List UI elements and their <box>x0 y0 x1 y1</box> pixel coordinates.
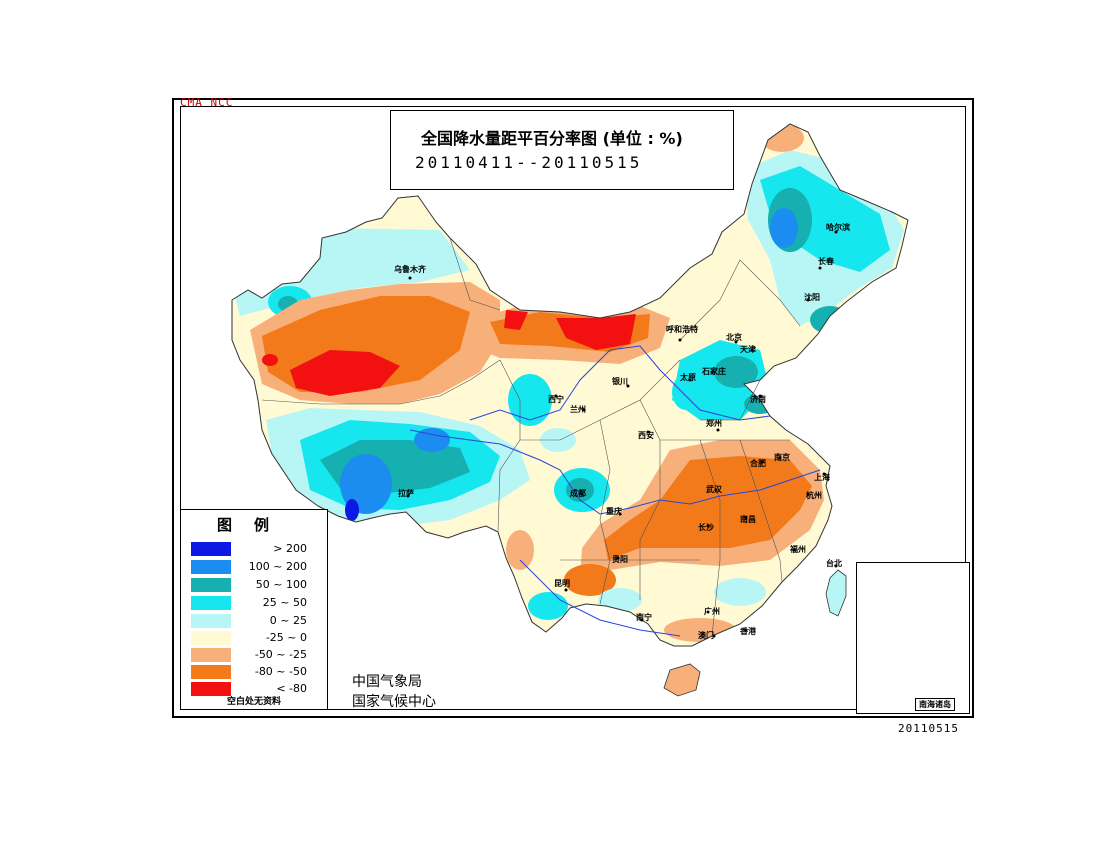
city-lhasa: 拉萨 <box>398 488 414 498</box>
city-changsha: 长沙 <box>698 522 714 532</box>
city-nanchang: 南昌 <box>740 514 756 524</box>
city-layer: 乌鲁木齐 呼和浩特 哈尔滨 长春 沈阳 北京 天津 太原 石家庄 济南 银川 西… <box>394 222 850 680</box>
inset-label: 南海诸岛 <box>915 698 955 711</box>
city-chongqing: 重庆 <box>606 506 622 516</box>
legend-label: -50 ~ -25 <box>254 648 307 661</box>
city-shanghai: 上海 <box>814 472 830 482</box>
south-china-sea-inset: 南海诸岛 <box>856 562 970 714</box>
legend-item: 25 ~ 50 <box>191 596 321 612</box>
city-xining: 西宁 <box>548 394 564 404</box>
title-box: 全国降水量距平百分率图 (单位 : %) 20110411--20110515 <box>390 110 734 190</box>
city-lanzhou: 兰州 <box>570 404 586 414</box>
legend-item: -50 ~ -25 <box>191 648 321 664</box>
legend-item: -25 ~ 0 <box>191 631 321 647</box>
taiwan-island <box>825 569 847 617</box>
city-kunming: 昆明 <box>554 578 570 588</box>
legend-swatch <box>191 631 231 645</box>
legend-swatch <box>191 578 231 592</box>
legend-label: -80 ~ -50 <box>254 665 307 678</box>
map-inner-border <box>180 106 966 710</box>
city-harbin: 哈尔滨 <box>826 222 850 232</box>
agency-line-1: 中国气象局 <box>352 674 422 690</box>
date-stamp: 20110515 <box>898 722 959 735</box>
legend-label: < -80 <box>276 682 307 695</box>
legend-item: > 200 <box>191 542 321 558</box>
legend-item: < -80 <box>191 682 321 698</box>
rivers <box>409 345 821 637</box>
city-hefei: 合肥 <box>749 458 766 468</box>
legend-label: 25 ~ 50 <box>262 596 307 609</box>
legend-item: -80 ~ -50 <box>191 665 321 681</box>
city-urumqi: 乌鲁木齐 <box>394 264 427 274</box>
legend-item: 0 ~ 25 <box>191 614 321 630</box>
city-jinan: 济南 <box>750 394 766 404</box>
city-wuhan: 武汉 <box>706 484 723 494</box>
legend-swatch <box>191 614 231 628</box>
city-nanning: 南宁 <box>636 612 652 622</box>
city-shijiazhuang: 石家庄 <box>701 366 726 376</box>
legend-label: 0 ~ 25 <box>269 614 307 627</box>
legend-swatch <box>191 648 231 662</box>
hainan-island <box>663 663 701 697</box>
city-nanjing: 南京 <box>774 452 790 462</box>
legend-label: -25 ~ 0 <box>265 631 307 644</box>
province-borders <box>261 237 801 637</box>
city-hangzhou: 杭州 <box>806 490 822 500</box>
legend: 图例 > 200 100 ~ 200 50 ~ 100 25 ~ 50 0 ~ … <box>180 509 328 710</box>
city-macau: 澳门 <box>698 630 714 640</box>
city-fuzhou: 福州 <box>789 544 806 554</box>
city-xian: 西安 <box>638 430 654 440</box>
city-taibei: 台北 <box>826 558 842 568</box>
legend-swatch <box>191 682 231 696</box>
source-label: CMA NCC <box>180 96 234 109</box>
city-hongkong: 香港 <box>739 626 757 636</box>
city-shenyang: 沈阳 <box>804 292 820 302</box>
city-guangzhou: 广州 <box>704 606 720 616</box>
city-chengdu: 成都 <box>570 488 586 498</box>
map-period: 20110411--20110515 <box>415 153 643 172</box>
legend-swatch <box>191 596 231 610</box>
agency-line-2: 国家气候中心 <box>352 694 436 710</box>
legend-swatch <box>191 560 231 574</box>
agency-block: 中国气象局 国家气候中心 <box>352 672 436 712</box>
city-hohhot: 呼和浩特 <box>666 324 698 334</box>
legend-label: 50 ~ 100 <box>255 578 307 591</box>
city-taiyuan: 太原 <box>679 372 696 382</box>
city-changchun: 长春 <box>818 256 834 266</box>
map-title: 全国降水量距平百分率图 (单位 : %) <box>421 129 683 148</box>
city-tianjin: 天津 <box>740 344 756 354</box>
legend-note: 空白处无资料 <box>226 697 281 707</box>
legend-label: > 200 <box>273 542 307 555</box>
legend-swatch <box>191 665 231 679</box>
legend-swatch <box>191 542 231 556</box>
legend-item: 100 ~ 200 <box>191 560 321 576</box>
legend-item: 50 ~ 100 <box>191 578 321 594</box>
legend-title: 图例 <box>216 516 291 534</box>
city-zhengzhou: 郑州 <box>706 418 722 428</box>
city-guiyang: 贵阳 <box>612 554 628 564</box>
city-yinchuan: 银川 <box>611 376 628 386</box>
legend-label: 100 ~ 200 <box>248 560 307 573</box>
city-beijing: 北京 <box>726 332 742 342</box>
